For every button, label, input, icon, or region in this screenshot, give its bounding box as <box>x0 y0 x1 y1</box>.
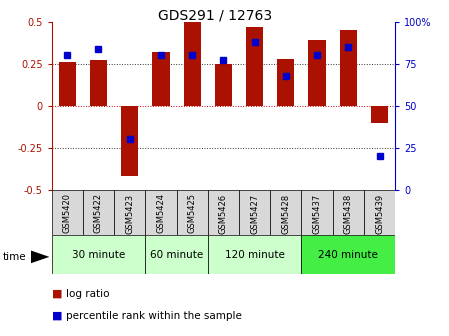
Text: 120 minute: 120 minute <box>224 250 285 259</box>
Text: percentile rank within the sample: percentile rank within the sample <box>66 311 242 321</box>
Text: GSM5423: GSM5423 <box>125 194 134 234</box>
Bar <box>152 52 170 106</box>
Text: GSM5427: GSM5427 <box>250 194 259 234</box>
Text: GSM5422: GSM5422 <box>94 194 103 234</box>
Text: time: time <box>2 252 26 262</box>
Bar <box>114 190 145 235</box>
Bar <box>301 190 333 235</box>
Bar <box>52 235 145 274</box>
Bar <box>215 64 232 106</box>
Bar <box>121 106 138 176</box>
Text: GSM5438: GSM5438 <box>344 194 353 234</box>
Text: ■: ■ <box>52 289 62 299</box>
Bar <box>184 22 201 106</box>
Bar <box>52 190 83 235</box>
Bar <box>270 190 301 235</box>
Bar <box>277 59 295 106</box>
Text: 30 minute: 30 minute <box>72 250 125 259</box>
Polygon shape <box>31 250 49 263</box>
Text: GSM5424: GSM5424 <box>156 194 165 234</box>
Bar <box>176 190 208 235</box>
Text: GSM5428: GSM5428 <box>282 194 291 234</box>
Bar <box>59 62 76 106</box>
Bar <box>239 190 270 235</box>
Text: log ratio: log ratio <box>66 289 110 299</box>
Bar <box>308 40 326 106</box>
Text: ■: ■ <box>52 311 62 321</box>
Text: GSM5437: GSM5437 <box>313 194 321 234</box>
Bar <box>340 30 357 106</box>
Bar <box>208 235 301 274</box>
Bar <box>145 235 208 274</box>
Text: GSM5439: GSM5439 <box>375 194 384 234</box>
Text: GDS291 / 12763: GDS291 / 12763 <box>158 8 273 23</box>
Bar <box>364 190 395 235</box>
Text: GSM5425: GSM5425 <box>188 194 197 234</box>
Text: 60 minute: 60 minute <box>150 250 203 259</box>
Text: 240 minute: 240 minute <box>318 250 378 259</box>
Text: GSM5420: GSM5420 <box>63 194 72 234</box>
Bar <box>90 60 107 106</box>
Bar <box>246 27 263 106</box>
Bar <box>208 190 239 235</box>
Bar <box>371 106 388 123</box>
Bar <box>145 190 176 235</box>
Bar <box>333 190 364 235</box>
Bar <box>301 235 395 274</box>
Bar <box>83 190 114 235</box>
Text: GSM5426: GSM5426 <box>219 194 228 234</box>
